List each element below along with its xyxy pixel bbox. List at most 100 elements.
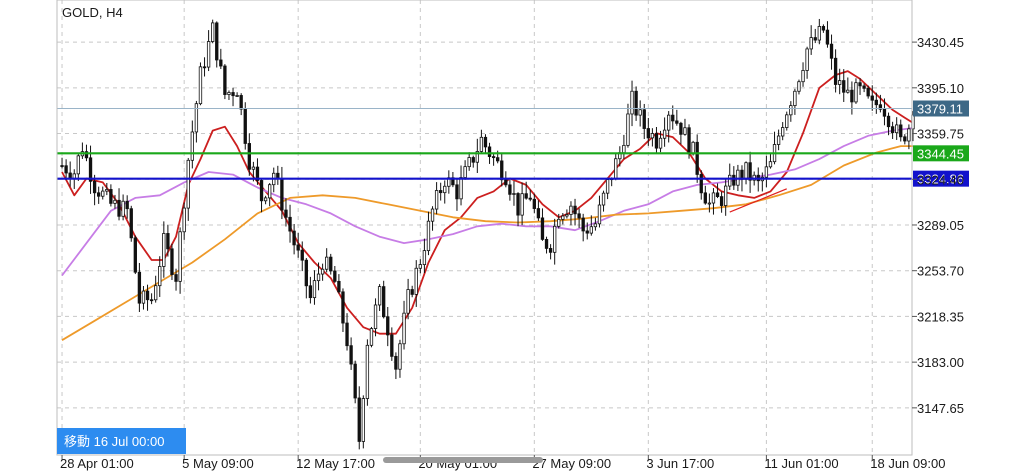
candle <box>121 194 125 221</box>
candle-body <box>626 113 630 146</box>
candle <box>194 100 199 143</box>
candle <box>772 131 777 165</box>
candle-body <box>194 103 199 133</box>
candle-body <box>88 157 93 182</box>
candle <box>223 64 227 100</box>
candle-body <box>821 26 826 31</box>
candle <box>866 85 870 99</box>
candle-body <box>459 177 463 200</box>
goto-date-label[interactable]: 移動 16 Jul 00:00 <box>64 434 164 449</box>
candle-body <box>125 200 129 210</box>
candle <box>92 174 97 206</box>
candle <box>304 257 308 299</box>
candle-body <box>296 244 300 251</box>
candle-body <box>227 92 231 95</box>
candles <box>60 18 915 450</box>
candle-body <box>174 274 178 282</box>
candle <box>842 69 846 102</box>
candle-body <box>105 189 109 192</box>
candle-body <box>504 179 508 186</box>
candle <box>650 128 655 147</box>
candle <box>325 248 329 273</box>
horizontal-scrollbar[interactable] <box>383 457 543 463</box>
candle <box>870 85 874 111</box>
candle-body <box>768 161 773 168</box>
candle <box>707 193 712 213</box>
candle-body <box>797 81 801 92</box>
candle <box>459 165 463 206</box>
candle-body <box>60 165 64 167</box>
candle <box>129 205 133 242</box>
candle-body <box>377 286 382 306</box>
candle <box>125 195 129 219</box>
candle <box>797 79 801 95</box>
candle-body <box>622 144 626 154</box>
candle <box>198 62 203 106</box>
candle-body <box>263 197 268 202</box>
candle <box>553 218 557 265</box>
candle-body <box>394 355 398 370</box>
candle-body <box>585 230 589 234</box>
candle-body <box>190 131 194 161</box>
candle-body <box>630 90 634 115</box>
candle-body <box>593 223 598 228</box>
candle-body <box>235 95 239 97</box>
candle <box>373 298 378 337</box>
candle <box>377 284 382 311</box>
candle <box>601 190 606 212</box>
candle <box>284 198 288 227</box>
y-tick-label: 3218.35 <box>917 309 964 324</box>
candle <box>512 181 516 206</box>
candle-body <box>373 304 378 329</box>
candle <box>190 120 194 169</box>
candle <box>703 185 707 205</box>
candle-body <box>64 165 68 174</box>
candle-body <box>349 345 353 365</box>
candle-body <box>97 192 101 197</box>
candle <box>744 161 748 185</box>
candle <box>382 280 386 319</box>
candle <box>695 134 699 183</box>
candle-body <box>561 215 565 220</box>
candle <box>528 189 532 202</box>
candle-body <box>491 156 496 159</box>
candle-body <box>243 108 247 144</box>
candle-body <box>801 70 805 83</box>
goto-date-button-bg[interactable] <box>57 428 186 454</box>
candle <box>825 21 830 48</box>
candle-body <box>687 127 691 155</box>
candle <box>276 165 280 185</box>
candle-body <box>846 89 850 93</box>
candle <box>443 180 447 204</box>
trendline[interactable] <box>729 188 787 213</box>
goto-date-button[interactable]: 移動 16 Jul 00:00 <box>57 428 186 454</box>
candle-body <box>703 192 707 204</box>
candle-body <box>536 208 541 219</box>
candle-body <box>817 26 821 41</box>
candle-body <box>675 120 679 124</box>
candle <box>101 186 105 200</box>
candle-body <box>186 159 190 209</box>
candle <box>675 109 679 126</box>
candle <box>133 235 137 275</box>
candle-body <box>255 166 260 181</box>
candle-body <box>793 90 797 107</box>
candle-body <box>878 104 883 110</box>
candle-body <box>361 398 365 442</box>
candle-body <box>292 230 296 246</box>
candle-body <box>304 259 308 287</box>
candle-body <box>312 280 317 299</box>
candle <box>536 200 541 221</box>
candle-body <box>589 226 593 234</box>
candle <box>573 198 577 226</box>
candle-body <box>439 190 443 194</box>
candle <box>426 211 431 256</box>
candle-body <box>886 115 891 128</box>
candle <box>272 167 276 193</box>
candle <box>390 327 394 361</box>
candle-body <box>532 198 536 209</box>
candle <box>817 18 821 45</box>
candle-body <box>154 285 158 301</box>
candle-body <box>890 126 895 134</box>
candle-body <box>650 133 655 139</box>
